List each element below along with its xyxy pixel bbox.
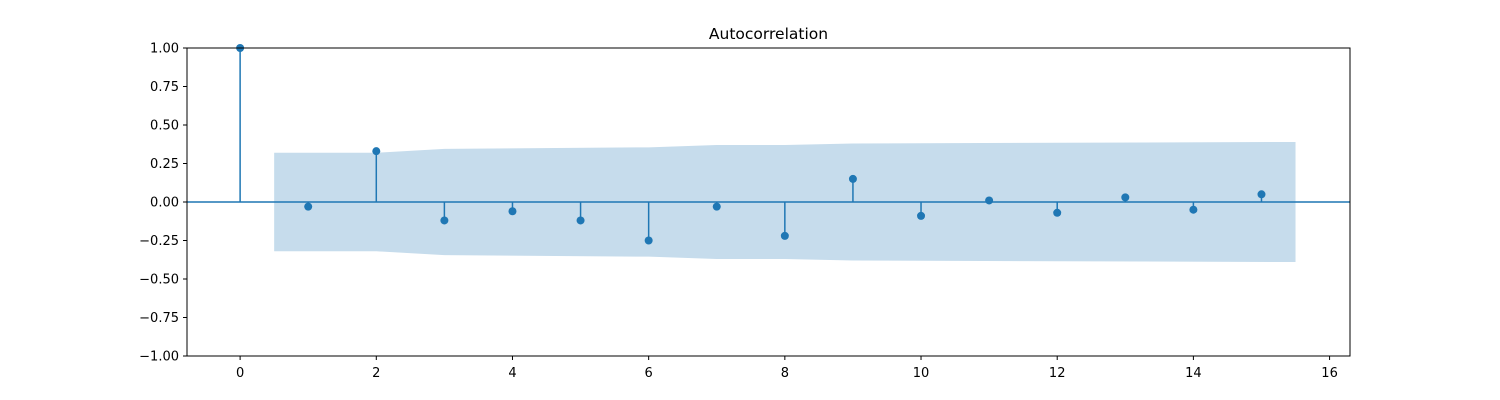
x-tick-label-2: 2 — [372, 366, 380, 381]
y-axis-ticks: 1.00 0.75 0.50 0.25 0.00 −0.25 −0.50 −0.75 −1.00 — [139, 42, 187, 365]
y-tick-label-4: 0.00 — [150, 196, 179, 211]
y-tick-label-0: 1.00 — [150, 42, 179, 57]
stem-marker-lag-11 — [985, 196, 994, 205]
stem-marker-lag-5 — [576, 216, 585, 225]
stem-marker-lag-6 — [644, 236, 653, 245]
x-tick-label-12: 12 — [1049, 366, 1066, 381]
stem-marker-lag-12 — [1053, 208, 1062, 217]
stem-marker-lag-14 — [1189, 205, 1198, 214]
x-tick-label-8: 8 — [781, 366, 789, 381]
stem-marker-lag-1 — [304, 202, 313, 211]
x-tick-label-4: 4 — [508, 366, 516, 381]
y-tick-label-5: −0.25 — [139, 234, 179, 249]
x-tick-label-16: 16 — [1321, 366, 1338, 381]
stem-marker-lag-8 — [780, 231, 789, 240]
stem-marker-lag-15 — [1257, 190, 1266, 199]
y-tick-label-3: 0.25 — [150, 157, 179, 172]
x-tick-label-6: 6 — [645, 366, 653, 381]
stem-marker-lag-3 — [440, 216, 449, 225]
stem-marker-lag-9 — [848, 174, 857, 183]
y-tick-label-2: 0.50 — [150, 119, 179, 134]
x-axis-ticks: 0 2 4 6 8 10 12 14 16 — [236, 356, 1338, 381]
stem-marker-lag-4 — [508, 207, 517, 216]
y-tick-label-7: −0.75 — [139, 311, 179, 326]
x-tick-label-14: 14 — [1185, 366, 1202, 381]
x-tick-label-0: 0 — [236, 366, 244, 381]
stem-marker-lag-13 — [1121, 193, 1130, 202]
stems-layer — [236, 44, 1266, 245]
y-tick-label-1: 0.75 — [150, 80, 179, 95]
chart-title: Autocorrelation — [709, 25, 828, 43]
stem-marker-lag-7 — [712, 202, 721, 211]
x-tick-label-10: 10 — [913, 366, 930, 381]
stem-marker-lag-10 — [917, 211, 926, 220]
y-tick-label-6: −0.50 — [139, 273, 179, 288]
stem-marker-lag-2 — [372, 147, 381, 156]
y-tick-label-8: −1.00 — [139, 350, 179, 365]
